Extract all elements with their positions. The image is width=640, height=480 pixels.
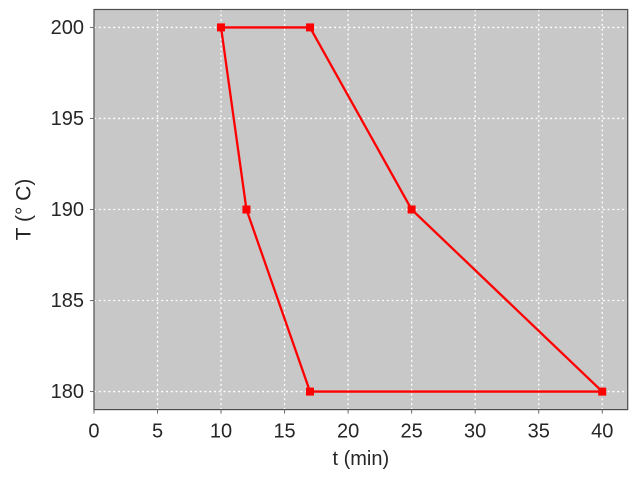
svg-text:35: 35 [528, 421, 550, 443]
svg-text:195: 195 [51, 108, 84, 130]
svg-text:190: 190 [51, 199, 84, 221]
svg-text:10: 10 [210, 421, 232, 443]
svg-text:200: 200 [51, 17, 84, 39]
svg-text:180: 180 [51, 381, 84, 403]
svg-text:0: 0 [88, 421, 99, 443]
svg-text:T (° C): T (° C) [13, 179, 36, 241]
svg-text:185: 185 [51, 290, 84, 312]
svg-text:5: 5 [152, 421, 163, 443]
svg-text:20: 20 [337, 421, 359, 443]
svg-text:30: 30 [464, 421, 486, 443]
svg-text:15: 15 [273, 421, 295, 443]
svg-text:40: 40 [591, 421, 613, 443]
svg-text:25: 25 [401, 421, 423, 443]
svg-text:t (min): t (min) [333, 448, 390, 470]
